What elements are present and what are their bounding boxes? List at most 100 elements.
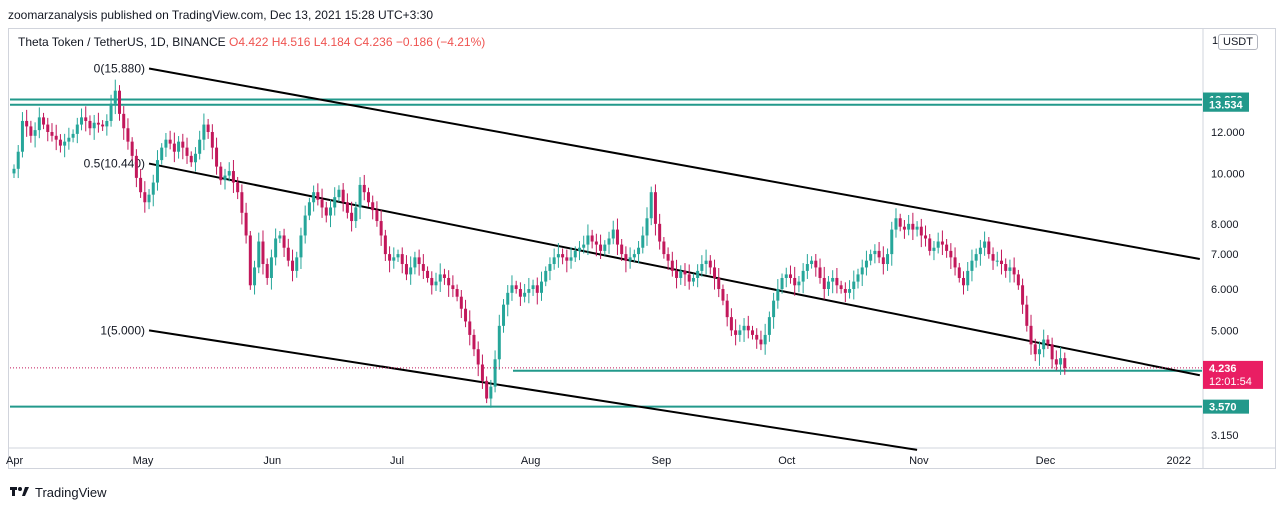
candle-body xyxy=(599,244,603,251)
candle-body xyxy=(565,257,569,261)
candle-body xyxy=(527,289,531,293)
candle-body xyxy=(890,229,894,255)
y-tick-label: 6.000 xyxy=(1211,284,1239,296)
published-caption: zoomarzanalysis published on TradingView… xyxy=(8,8,434,22)
candle-body xyxy=(1025,304,1029,326)
x-tick-label: Oct xyxy=(778,455,795,467)
candle-body xyxy=(286,247,290,261)
candle-body xyxy=(278,235,282,239)
y-tick-label: 8.000 xyxy=(1211,219,1239,231)
candle-body xyxy=(143,192,147,203)
candle-body xyxy=(1050,344,1054,360)
candle-body xyxy=(708,260,712,268)
candle-body xyxy=(409,267,413,275)
candle-body xyxy=(535,285,539,293)
candle-body xyxy=(244,212,248,236)
candle-body xyxy=(126,128,130,142)
candle-body xyxy=(130,141,134,156)
candle-body xyxy=(307,202,311,216)
currency-selector[interactable]: USDT xyxy=(1218,34,1258,50)
candle-body xyxy=(679,270,683,278)
ohlc-high: H4.516 xyxy=(271,35,311,49)
x-tick-label: 2022 xyxy=(1167,455,1191,467)
tradingview-logo-icon xyxy=(10,485,30,500)
candle-body xyxy=(999,260,1003,265)
candle-body xyxy=(953,257,957,268)
candle-body xyxy=(58,139,62,146)
candle-body xyxy=(181,141,185,148)
candle-body xyxy=(350,212,354,222)
candle-body xyxy=(721,289,725,301)
x-tick-label: Jun xyxy=(263,455,281,467)
candle-body xyxy=(814,260,818,268)
candle-body xyxy=(261,241,265,265)
candle-body xyxy=(421,264,425,271)
candle-body xyxy=(506,292,510,305)
candle-body xyxy=(898,218,902,227)
candle-body xyxy=(523,292,527,297)
candle-body xyxy=(945,244,949,251)
candle-body xyxy=(371,202,375,211)
candle-body xyxy=(42,117,46,125)
bar-countdown-label: 12:01:54 xyxy=(1209,376,1252,388)
candle-body xyxy=(978,247,982,255)
candle-body xyxy=(637,247,641,255)
candle-body xyxy=(573,250,577,258)
candle-body xyxy=(962,277,965,286)
candle-body xyxy=(320,199,324,208)
candle-body xyxy=(658,223,662,242)
candle-body xyxy=(134,155,138,178)
candle-body xyxy=(354,207,358,222)
candle-body xyxy=(46,124,50,132)
candle-body xyxy=(725,300,729,318)
candle-body xyxy=(489,386,493,399)
candle-body xyxy=(105,120,109,127)
candle-body xyxy=(388,254,392,261)
candle-body xyxy=(641,235,645,248)
candle-body xyxy=(193,153,197,163)
candle-body xyxy=(12,168,16,174)
x-tick-label: Aug xyxy=(521,455,541,467)
candle-body xyxy=(434,281,438,286)
x-tick-label: Jul xyxy=(390,455,404,467)
candle-body xyxy=(843,289,847,293)
candle-body xyxy=(113,90,117,104)
candle-body xyxy=(569,257,573,261)
candle-body xyxy=(25,120,29,127)
candle-body xyxy=(404,264,408,275)
candle-body xyxy=(540,281,543,293)
candle-body xyxy=(594,241,598,245)
candle-body xyxy=(155,160,159,183)
candle-body xyxy=(852,281,856,290)
candle-body xyxy=(392,257,396,261)
candle-body xyxy=(480,364,484,381)
candle-body xyxy=(312,192,316,203)
price-chart[interactable]: 12.000 10.000 8.000 7.000 6.000 5.000 3.150 Apr… xyxy=(0,0,1280,470)
candle-body xyxy=(704,260,708,265)
candle-body xyxy=(810,260,814,265)
candle-body xyxy=(839,285,843,290)
candle-body xyxy=(877,250,881,258)
candle-body xyxy=(198,139,202,154)
candle-body xyxy=(37,117,41,131)
candle-body xyxy=(151,182,155,195)
candle-body xyxy=(1063,358,1067,368)
candle-body xyxy=(269,257,273,278)
candle-body xyxy=(464,308,468,322)
candle-body xyxy=(455,289,459,297)
candle-body xyxy=(324,207,328,216)
symbol-title[interactable]: Theta Token / TetherUS, 1D, BINANCE xyxy=(18,35,226,49)
candle-body xyxy=(362,184,366,193)
candle-body xyxy=(620,244,624,255)
candle-body xyxy=(88,120,92,129)
brand-name[interactable]: TradingView xyxy=(35,485,107,500)
candle-body xyxy=(345,202,349,213)
candle-body xyxy=(911,223,915,230)
candle-body xyxy=(1033,344,1037,355)
candle-body xyxy=(624,254,628,261)
candle-body xyxy=(649,192,653,219)
candle-body xyxy=(396,254,400,258)
candle-body xyxy=(886,254,890,265)
chart-frame[interactable] xyxy=(8,28,1276,469)
candle-body xyxy=(856,274,860,282)
